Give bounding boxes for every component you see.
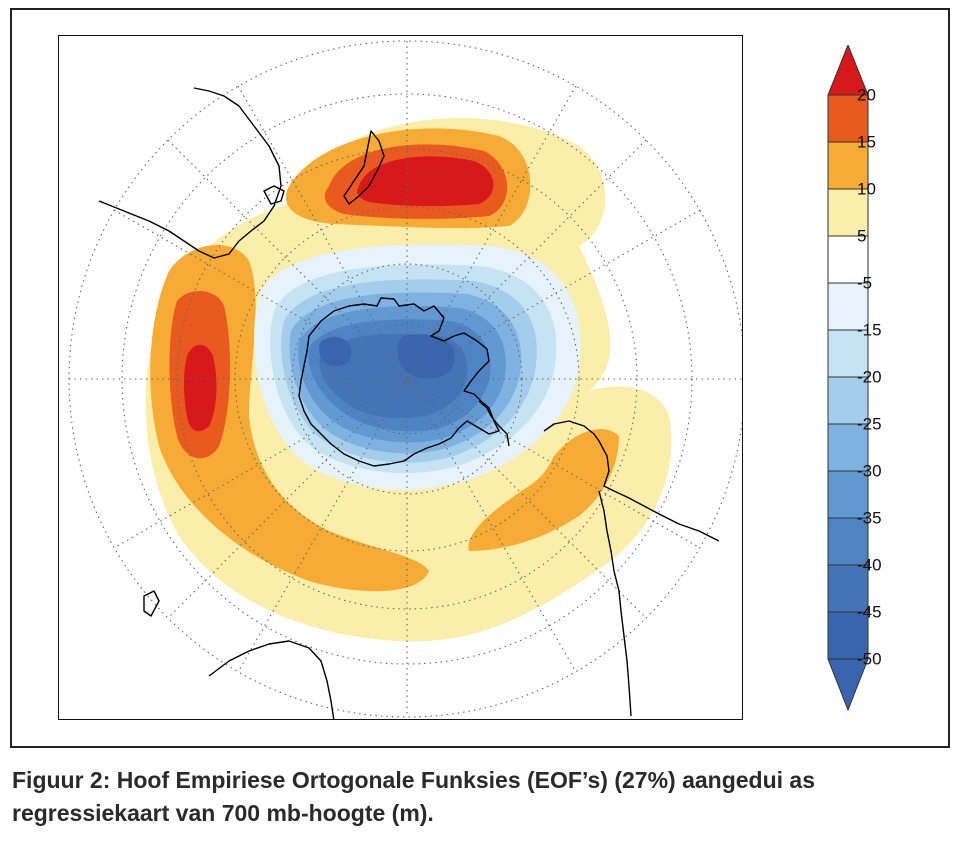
coast-africa bbox=[208, 640, 335, 719]
colorbar-label: 20 bbox=[857, 85, 876, 105]
swatch-neg20-neg15 bbox=[828, 330, 868, 377]
regression-map bbox=[68, 40, 742, 719]
graticule bbox=[68, 40, 742, 718]
swatch-lt-neg50 bbox=[828, 612, 868, 710]
coastlines bbox=[98, 87, 720, 719]
coast-new-zealand bbox=[343, 130, 385, 205]
colorbar-label: -35 bbox=[857, 508, 882, 528]
positive-core-north bbox=[357, 156, 494, 207]
caption-line-1: Figuur 2: Hoof Empiriese Ortogonale Funk… bbox=[12, 767, 816, 793]
swatch-neg25-neg20 bbox=[828, 377, 868, 424]
positive-core-west bbox=[184, 344, 217, 432]
swatch-neg15-neg5 bbox=[828, 283, 868, 330]
coast-tasmania bbox=[263, 185, 285, 205]
swatch-neg40-neg35 bbox=[828, 518, 868, 565]
swatch-5-10 bbox=[828, 189, 868, 236]
swatch-10-15 bbox=[828, 142, 868, 189]
colorbar-label: -15 bbox=[857, 320, 882, 340]
negative-core-neg50-west bbox=[319, 336, 352, 367]
coast-antarctic-peninsula bbox=[478, 400, 510, 447]
colorbar-label: -20 bbox=[857, 367, 882, 387]
colorbar-label: 15 bbox=[857, 132, 876, 152]
colorbar-label: -25 bbox=[857, 414, 882, 434]
swatch-neg35-neg30 bbox=[828, 471, 868, 518]
negative-core-neg50 bbox=[397, 334, 455, 379]
colorbar-label: -45 bbox=[857, 602, 882, 622]
swatch-neg30-neg25 bbox=[828, 424, 868, 471]
caption-line-2: regressiekaart van 700 mb-hoogte (m). bbox=[12, 800, 434, 826]
coast-south-america-west bbox=[598, 490, 632, 717]
swatch-gt20 bbox=[828, 45, 868, 95]
colorbar-swatches bbox=[828, 45, 868, 710]
anomaly-field bbox=[145, 117, 672, 642]
colorbar-ticks bbox=[828, 94, 868, 660]
colorbar bbox=[827, 45, 869, 712]
colorbar-label: 5 bbox=[857, 226, 867, 246]
figure-caption: Figuur 2: Hoof Empiriese Ortogonale Funk… bbox=[12, 764, 942, 830]
coast-antarctica bbox=[298, 297, 500, 467]
map-panel bbox=[58, 35, 743, 720]
positive-band-10-15-south bbox=[468, 428, 619, 551]
colorbar-label: -50 bbox=[857, 649, 882, 669]
colorbar-label: 10 bbox=[857, 179, 876, 199]
coast-australia bbox=[98, 87, 282, 259]
colorbar-label: -5 bbox=[857, 273, 873, 293]
colorbar-label: -30 bbox=[857, 461, 882, 481]
coast-south-america bbox=[543, 420, 720, 542]
swatch-neg5-5 bbox=[828, 236, 868, 283]
swatch-neg45-neg40 bbox=[828, 565, 868, 612]
swatch-15-20 bbox=[828, 95, 868, 142]
coast-madagascar bbox=[143, 590, 160, 617]
colorbar-label: -40 bbox=[857, 555, 882, 575]
